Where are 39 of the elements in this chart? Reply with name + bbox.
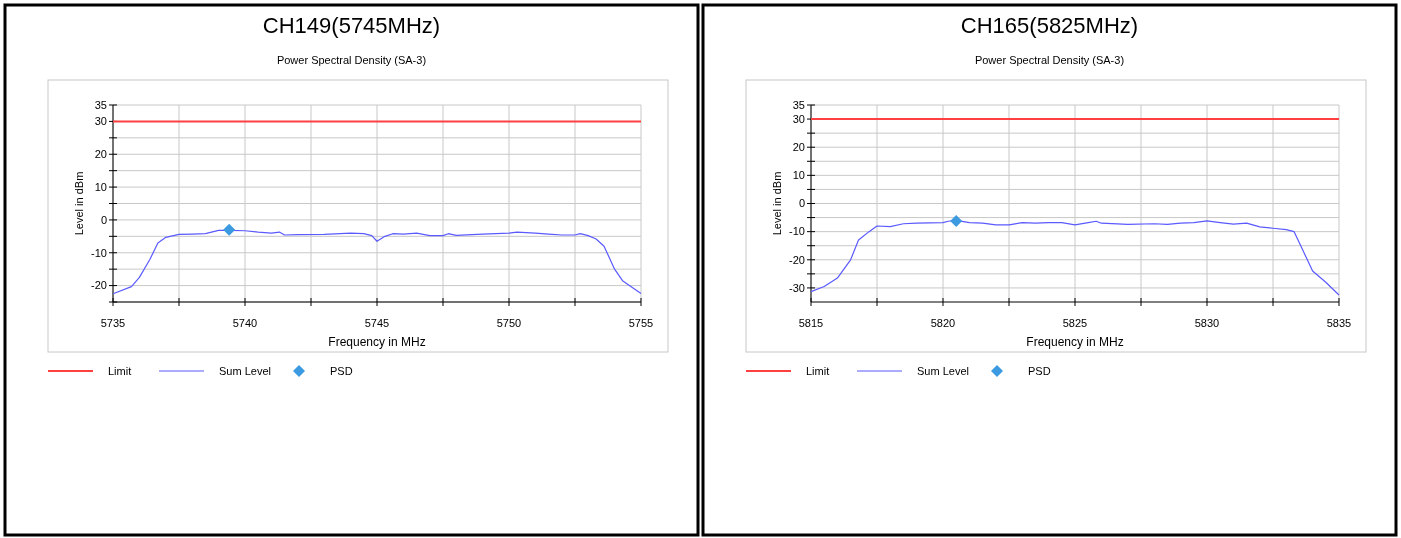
legend-label: Sum Level bbox=[219, 364, 271, 377]
x-tick-label: 5820 bbox=[930, 317, 956, 329]
chart-title: CH165(5825MHz) bbox=[960, 13, 1139, 38]
y-tick-label: 35 bbox=[94, 98, 107, 111]
y-tick-label: 10 bbox=[792, 169, 805, 182]
y-tick-label: 20 bbox=[792, 141, 805, 154]
y-tick-label: -20 bbox=[789, 253, 805, 266]
x-tick-label: 5740 bbox=[232, 317, 258, 329]
x-tick-label: 5750 bbox=[496, 317, 522, 329]
y-tick-label: -10 bbox=[789, 225, 805, 238]
y-tick-label: 35 bbox=[792, 98, 805, 111]
x-tick-label: 5815 bbox=[798, 317, 824, 329]
y-tick-label: -10 bbox=[91, 246, 107, 259]
legend-label: Limit bbox=[806, 364, 830, 377]
y-tick-label: 30 bbox=[94, 115, 107, 128]
chart-title: CH149(5745MHz) bbox=[262, 13, 441, 38]
legend-label: Limit bbox=[108, 364, 132, 377]
x-tick-label: 5830 bbox=[1194, 317, 1220, 329]
y-axis-title: Level in dBm bbox=[771, 171, 783, 236]
y-axis-title: Level in dBm bbox=[73, 171, 85, 236]
y-tick-label: -30 bbox=[789, 281, 805, 294]
chart-subtitle: Power Spectral Density (SA-3) bbox=[276, 54, 427, 66]
y-tick-label: -20 bbox=[91, 279, 107, 292]
y-tick-label: 10 bbox=[94, 180, 107, 193]
y-tick-label: 30 bbox=[792, 112, 805, 125]
y-tick-label: 0 bbox=[798, 197, 805, 210]
x-tick-label: 5745 bbox=[364, 317, 390, 329]
x-tick-label: 5835 bbox=[1326, 317, 1352, 329]
legend-label: PSD bbox=[1028, 364, 1051, 377]
y-tick-label: 0 bbox=[100, 213, 107, 226]
x-tick-label: 5825 bbox=[1062, 317, 1088, 329]
x-tick-label: 5735 bbox=[100, 317, 126, 329]
legend-label: Sum Level bbox=[917, 364, 969, 377]
x-axis-title: Frequency in MHz bbox=[328, 335, 426, 349]
y-tick-label: 20 bbox=[94, 148, 107, 161]
x-tick-label: 5755 bbox=[628, 317, 654, 329]
x-axis-title: Frequency in MHz bbox=[1026, 335, 1124, 349]
chart-subtitle: Power Spectral Density (SA-3) bbox=[974, 54, 1125, 66]
legend-label: PSD bbox=[330, 364, 353, 377]
